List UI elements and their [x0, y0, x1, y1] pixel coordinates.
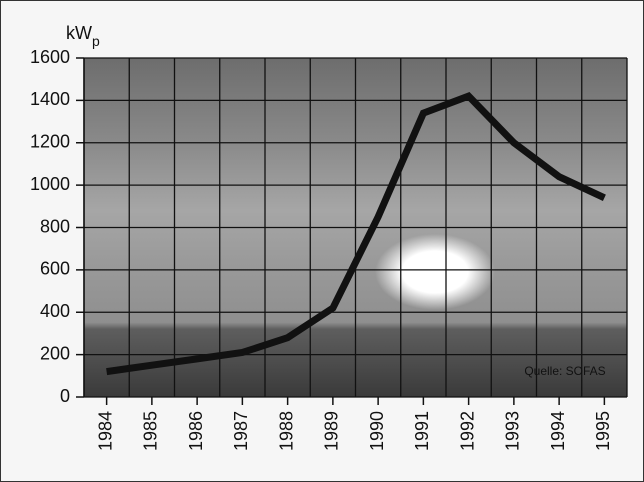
y-axis-label-subscript: p — [92, 33, 100, 49]
y-tick-label: 800 — [40, 216, 70, 236]
x-tick-label: 1985 — [141, 411, 161, 451]
y-tick-label: 1600 — [30, 47, 70, 67]
source-note: Quelle: SOFAS — [524, 364, 605, 378]
y-axis-label-main: kW — [66, 23, 92, 43]
x-tick-label: 1995 — [593, 411, 613, 451]
sun — [375, 234, 495, 310]
chart: kWp Quelle: SOFAS 0 200 400 600 800 1000 1200 1… — [0, 0, 644, 482]
y-tick-label: 200 — [40, 343, 70, 363]
x-tick-label: 1993 — [503, 411, 523, 451]
y-tick-label: 1000 — [30, 174, 70, 194]
x-tick-label: 1989 — [322, 411, 342, 451]
x-tick-label: 1988 — [276, 411, 296, 451]
y-tick-label: 600 — [40, 259, 70, 279]
y-tick-label: 0 — [60, 386, 70, 406]
x-tick-label: 1990 — [367, 411, 387, 451]
x-tick-label: 1984 — [95, 411, 115, 451]
y-tick-label: 1200 — [30, 132, 70, 152]
x-tick-label: 1986 — [186, 411, 206, 451]
x-tick-label: 1987 — [231, 411, 251, 451]
x-tick-label: 1992 — [457, 411, 477, 451]
y-tick-label: 400 — [40, 301, 70, 321]
y-tick-label: 1400 — [30, 89, 70, 109]
x-tick-label: 1994 — [548, 411, 568, 451]
x-tick-label: 1991 — [412, 411, 432, 451]
